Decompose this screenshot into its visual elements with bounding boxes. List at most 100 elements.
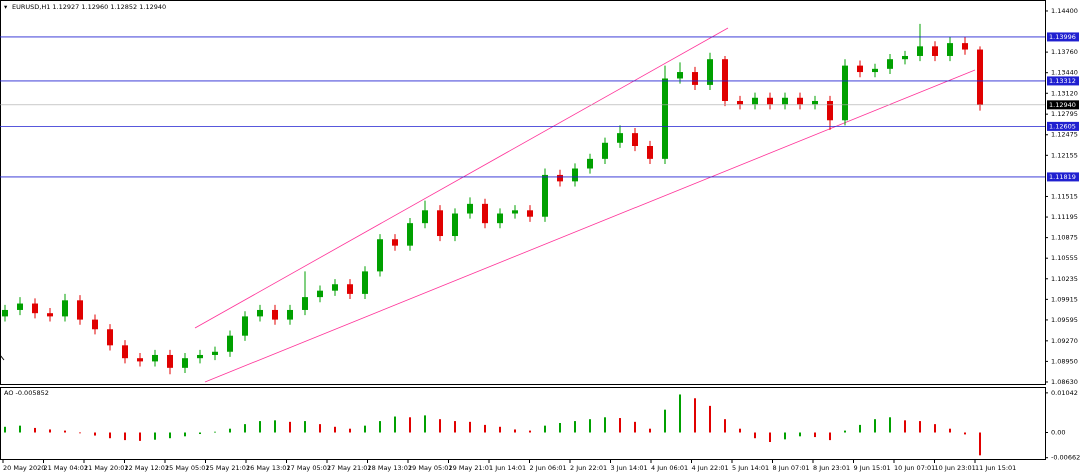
- candle-body: [932, 46, 938, 56]
- candle-body: [662, 78, 668, 159]
- ao-bar: [289, 421, 291, 433]
- y-tick-label: 0.01042: [1051, 389, 1078, 397]
- candle-body: [812, 100, 818, 105]
- candle-body: [647, 145, 653, 159]
- x-tick-label: 27 May 05:01: [287, 464, 332, 472]
- y-tick-label: 1.09915: [1051, 295, 1078, 303]
- ao-bar: [934, 424, 936, 433]
- x-tick-label: 25 May 05:01: [165, 464, 210, 472]
- ao-bar: [499, 426, 501, 433]
- candle-body: [857, 65, 863, 73]
- x-tick-label: 11 Jun 15:01: [975, 464, 1016, 472]
- x-tick-label: 20 May 2020: [3, 464, 45, 472]
- x-tick-label: 2 Jun 06:01: [530, 464, 567, 472]
- ao-bar: [919, 421, 921, 433]
- candle-body: [692, 72, 698, 85]
- ao-bar: [649, 428, 651, 433]
- ao-bar: [754, 432, 756, 439]
- candle-body: [527, 210, 533, 217]
- ao-bar: [679, 394, 681, 433]
- candle-body: [752, 97, 758, 105]
- ao-bar: [64, 430, 66, 433]
- candle-body: [977, 49, 983, 105]
- ao-bar: [49, 429, 51, 433]
- ao-bar: [964, 432, 966, 435]
- candle-body: [707, 59, 713, 85]
- candle-body: [92, 319, 98, 330]
- y-tick-label: 1.08630: [1051, 378, 1078, 386]
- candle-body: [572, 168, 578, 182]
- channel-upper: [194, 27, 729, 329]
- candle-body: [152, 354, 158, 362]
- y-tick-label: 1.10235: [1051, 275, 1078, 283]
- y-tick-label: 1.13760: [1051, 48, 1078, 56]
- candle-body: [137, 358, 143, 362]
- y-tick-label: 1.14400: [1051, 7, 1078, 15]
- ao-bar: [709, 405, 711, 433]
- menu-arrow: [0, 354, 5, 361]
- candle-body: [17, 303, 23, 310]
- y-tick-label: 1.09595: [1051, 316, 1078, 324]
- x-tick-label: 4 Jun 22:01: [692, 464, 729, 472]
- ao-bar: [214, 431, 216, 433]
- ao-bar: [874, 419, 876, 433]
- ao-bar: [274, 420, 276, 433]
- x-tick-label: 8 Jun 23:01: [813, 464, 850, 472]
- ao-bar: [154, 432, 156, 440]
- x-tick-label: 21 May 04:01: [44, 464, 89, 472]
- x-tick-label: 27 May 21:01: [327, 464, 372, 472]
- x-tick-label: 10 Jun 23:01: [935, 464, 976, 472]
- candle-body: [542, 174, 548, 217]
- x-tick-label: 1 Jun 14:01: [489, 464, 526, 472]
- ao-bar: [304, 421, 306, 433]
- ao-bar: [589, 419, 591, 433]
- x-tick-label: 8 Jun 07:01: [773, 464, 810, 472]
- candle-body: [257, 309, 263, 317]
- ao-bar: [724, 419, 726, 433]
- y-tick-label: -0.006627: [1051, 454, 1080, 462]
- candle-body: [917, 46, 923, 56]
- level-label-bg: [1047, 76, 1079, 86]
- candle-body: [287, 309, 293, 320]
- candle-body: [362, 271, 368, 294]
- ao-bar: [94, 432, 96, 436]
- ao-bar: [454, 421, 456, 433]
- candle-body: [887, 59, 893, 69]
- x-tick-label: 10 Jun 07:01: [894, 464, 935, 472]
- ao-panel: [0, 387, 1046, 460]
- candle-body: [32, 303, 38, 314]
- candle-body: [197, 354, 203, 359]
- level-label-bg: [1047, 172, 1079, 182]
- candle-body: [332, 284, 338, 291]
- ao-bar: [979, 432, 981, 456]
- candle-body: [902, 55, 908, 60]
- candle-body: [782, 97, 788, 105]
- ao-bar: [319, 424, 321, 433]
- ao-bar: [604, 417, 606, 433]
- y-tick-label: 0.00: [1051, 429, 1065, 437]
- ao-bar: [859, 424, 861, 433]
- current-price-label: 1.12940: [1049, 101, 1076, 109]
- ao-bar: [109, 432, 111, 439]
- candle-body: [302, 297, 308, 310]
- candle-body: [767, 97, 773, 105]
- candle-body: [467, 203, 473, 214]
- x-tick-label: 29 May 05:01: [408, 464, 453, 472]
- title-arrow: ▾: [4, 3, 8, 11]
- candle-body: [77, 300, 83, 320]
- candle-body: [512, 210, 518, 214]
- candle-body: [797, 97, 803, 105]
- ao-bar: [529, 430, 531, 433]
- candle-body: [272, 309, 278, 320]
- candle-body: [617, 133, 623, 143]
- ao-bar: [514, 429, 516, 433]
- ao-bar: [394, 416, 396, 433]
- y-tick-label: 1.13120: [1051, 89, 1078, 97]
- ao-bar: [244, 424, 246, 433]
- ao-bar: [739, 428, 741, 433]
- candle-body: [317, 290, 323, 298]
- candle-body: [842, 65, 848, 121]
- y-tick-label: 1.10555: [1051, 254, 1078, 262]
- level-label: 1.12605: [1049, 122, 1076, 130]
